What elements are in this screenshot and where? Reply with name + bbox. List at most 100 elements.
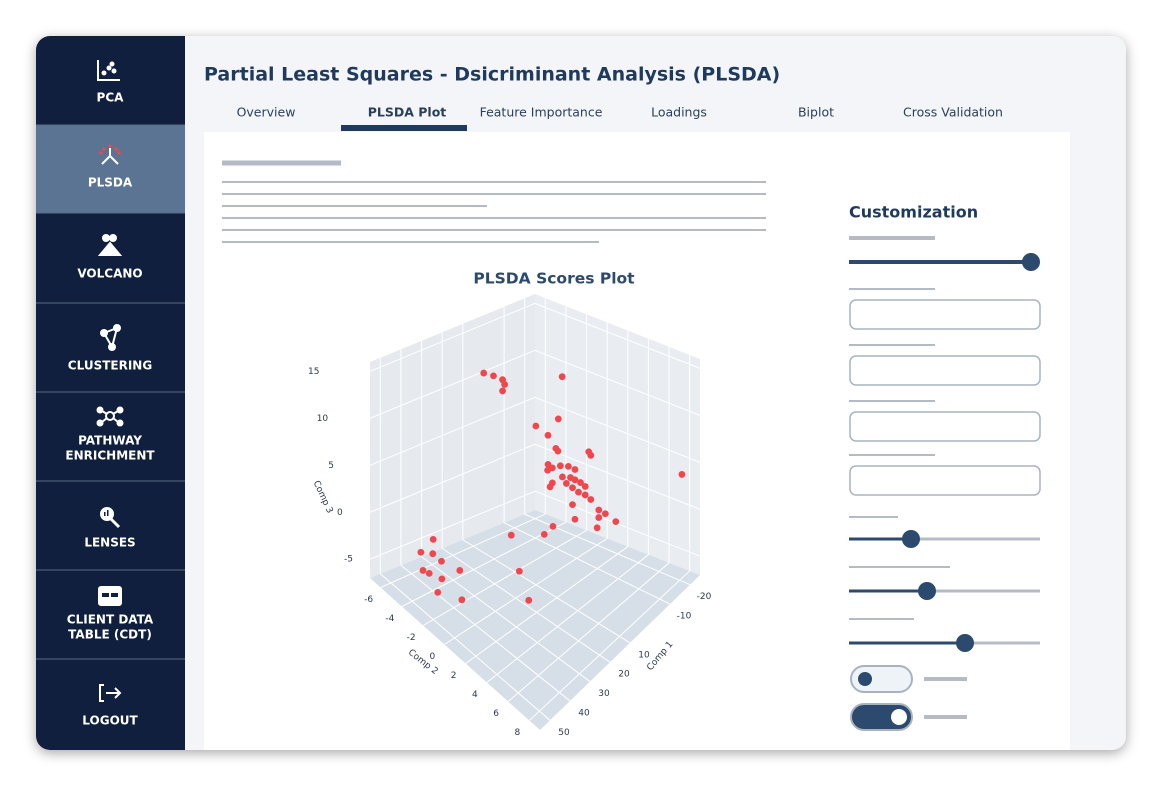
point bbox=[544, 431, 552, 439]
y-tick-label: 2 bbox=[451, 671, 457, 681]
point bbox=[577, 479, 584, 486]
nav-label[interactable]: PLSDA bbox=[88, 176, 133, 190]
z-tick-label: -5 bbox=[344, 555, 353, 565]
grid-line bbox=[401, 521, 567, 607]
grid-line bbox=[534, 443, 701, 510]
point bbox=[575, 488, 582, 496]
point bbox=[581, 491, 589, 499]
point bbox=[554, 415, 562, 423]
y-tick-label: -2 bbox=[407, 633, 416, 643]
grid-line bbox=[507, 562, 670, 702]
wall-left bbox=[370, 294, 535, 578]
point bbox=[558, 373, 566, 381]
nav-label[interactable]: LENSES bbox=[84, 536, 135, 550]
y-tick-label: 8 bbox=[515, 728, 521, 738]
grid-line bbox=[444, 538, 608, 645]
grid-line bbox=[421, 556, 591, 682]
grid-line bbox=[503, 522, 671, 605]
nav-label[interactable]: VOLCANO bbox=[77, 267, 142, 281]
point bbox=[419, 567, 427, 574]
grid-line bbox=[486, 554, 649, 683]
point bbox=[507, 531, 515, 539]
z-tick-label: 5 bbox=[328, 461, 334, 471]
controls bbox=[849, 236, 1041, 731]
x-tick-label: 40 bbox=[578, 708, 590, 718]
grid-line bbox=[422, 529, 587, 626]
x-tick-label: 20 bbox=[618, 670, 630, 680]
point bbox=[438, 575, 446, 583]
grid-line bbox=[400, 564, 571, 702]
y-tick-label: 6 bbox=[493, 709, 499, 719]
point bbox=[559, 473, 566, 481]
input[interactable] bbox=[849, 355, 1041, 386]
tab-active[interactable]: PLSDA Plot bbox=[368, 105, 447, 120]
x-tick-label: -10 bbox=[677, 612, 692, 622]
nav-label[interactable]: ENRICHMENT bbox=[65, 449, 155, 463]
nav-label[interactable]: TABLE (CDT) bbox=[68, 628, 152, 642]
point bbox=[562, 480, 570, 487]
input[interactable] bbox=[849, 411, 1041, 442]
tab[interactable]: Loadings bbox=[651, 105, 707, 120]
point bbox=[571, 476, 579, 484]
nav-label[interactable]: CLUSTERING bbox=[68, 359, 152, 373]
point bbox=[480, 369, 488, 377]
x-tick-label: -20 bbox=[697, 592, 712, 602]
point bbox=[569, 484, 576, 492]
grid-line bbox=[534, 349, 701, 416]
point bbox=[565, 463, 572, 470]
card-body: PCA PLSDA VOLCANO CLUSTERING PATHWAY ENR… bbox=[36, 36, 1070, 750]
grid-line bbox=[529, 570, 691, 721]
point bbox=[581, 483, 589, 490]
x-tick-label: 10 bbox=[638, 650, 650, 660]
point bbox=[612, 518, 620, 526]
point bbox=[429, 550, 437, 558]
grid-line bbox=[379, 573, 551, 721]
slider-knob[interactable] bbox=[902, 530, 920, 548]
point bbox=[556, 462, 564, 470]
point bbox=[515, 567, 523, 575]
point bbox=[490, 372, 497, 380]
nav-label[interactable]: PCA bbox=[97, 91, 125, 105]
nav-label[interactable]: CLIENT DATA bbox=[67, 613, 154, 627]
icon-details bbox=[102, 510, 118, 597]
nav-label[interactable]: PATHWAY bbox=[78, 434, 142, 448]
point bbox=[595, 514, 603, 521]
input[interactable] bbox=[849, 299, 1041, 330]
slider-knob[interactable] bbox=[956, 634, 974, 652]
grid-line bbox=[369, 349, 536, 419]
point bbox=[595, 506, 603, 514]
point bbox=[429, 535, 437, 543]
point bbox=[593, 524, 601, 532]
z-tick-label: 0 bbox=[337, 508, 343, 518]
point bbox=[544, 466, 552, 474]
grid-line bbox=[380, 513, 546, 588]
point bbox=[501, 381, 509, 388]
sidebar-separators bbox=[36, 124, 185, 660]
nav-label[interactable]: LOGOUT bbox=[82, 714, 138, 728]
point bbox=[417, 548, 425, 556]
point bbox=[425, 569, 433, 577]
page-title: Partial Least Squares - Dsicriminant Ana… bbox=[204, 64, 780, 86]
point bbox=[678, 471, 686, 478]
grid-line bbox=[369, 302, 536, 372]
input[interactable] bbox=[849, 465, 1041, 496]
tab[interactable]: Biplot bbox=[798, 105, 834, 120]
y-tick-label: -4 bbox=[385, 614, 394, 624]
grid-line bbox=[369, 490, 536, 560]
grid-line bbox=[441, 547, 611, 663]
grid-line bbox=[465, 546, 629, 664]
point bbox=[571, 515, 579, 523]
y-tick-label: 0 bbox=[430, 652, 436, 662]
point bbox=[554, 447, 562, 455]
grid-line bbox=[369, 443, 536, 513]
point bbox=[456, 567, 464, 574]
point bbox=[540, 531, 548, 538]
point bbox=[434, 588, 442, 596]
slider-knob[interactable] bbox=[918, 582, 936, 600]
tab[interactable]: Feature Importance bbox=[480, 105, 603, 120]
tab[interactable]: Cross Validation bbox=[903, 105, 1003, 120]
slider-knob[interactable] bbox=[1022, 253, 1040, 271]
tab[interactable]: Overview bbox=[237, 105, 296, 120]
point bbox=[499, 387, 506, 395]
tab-underline bbox=[341, 125, 467, 131]
